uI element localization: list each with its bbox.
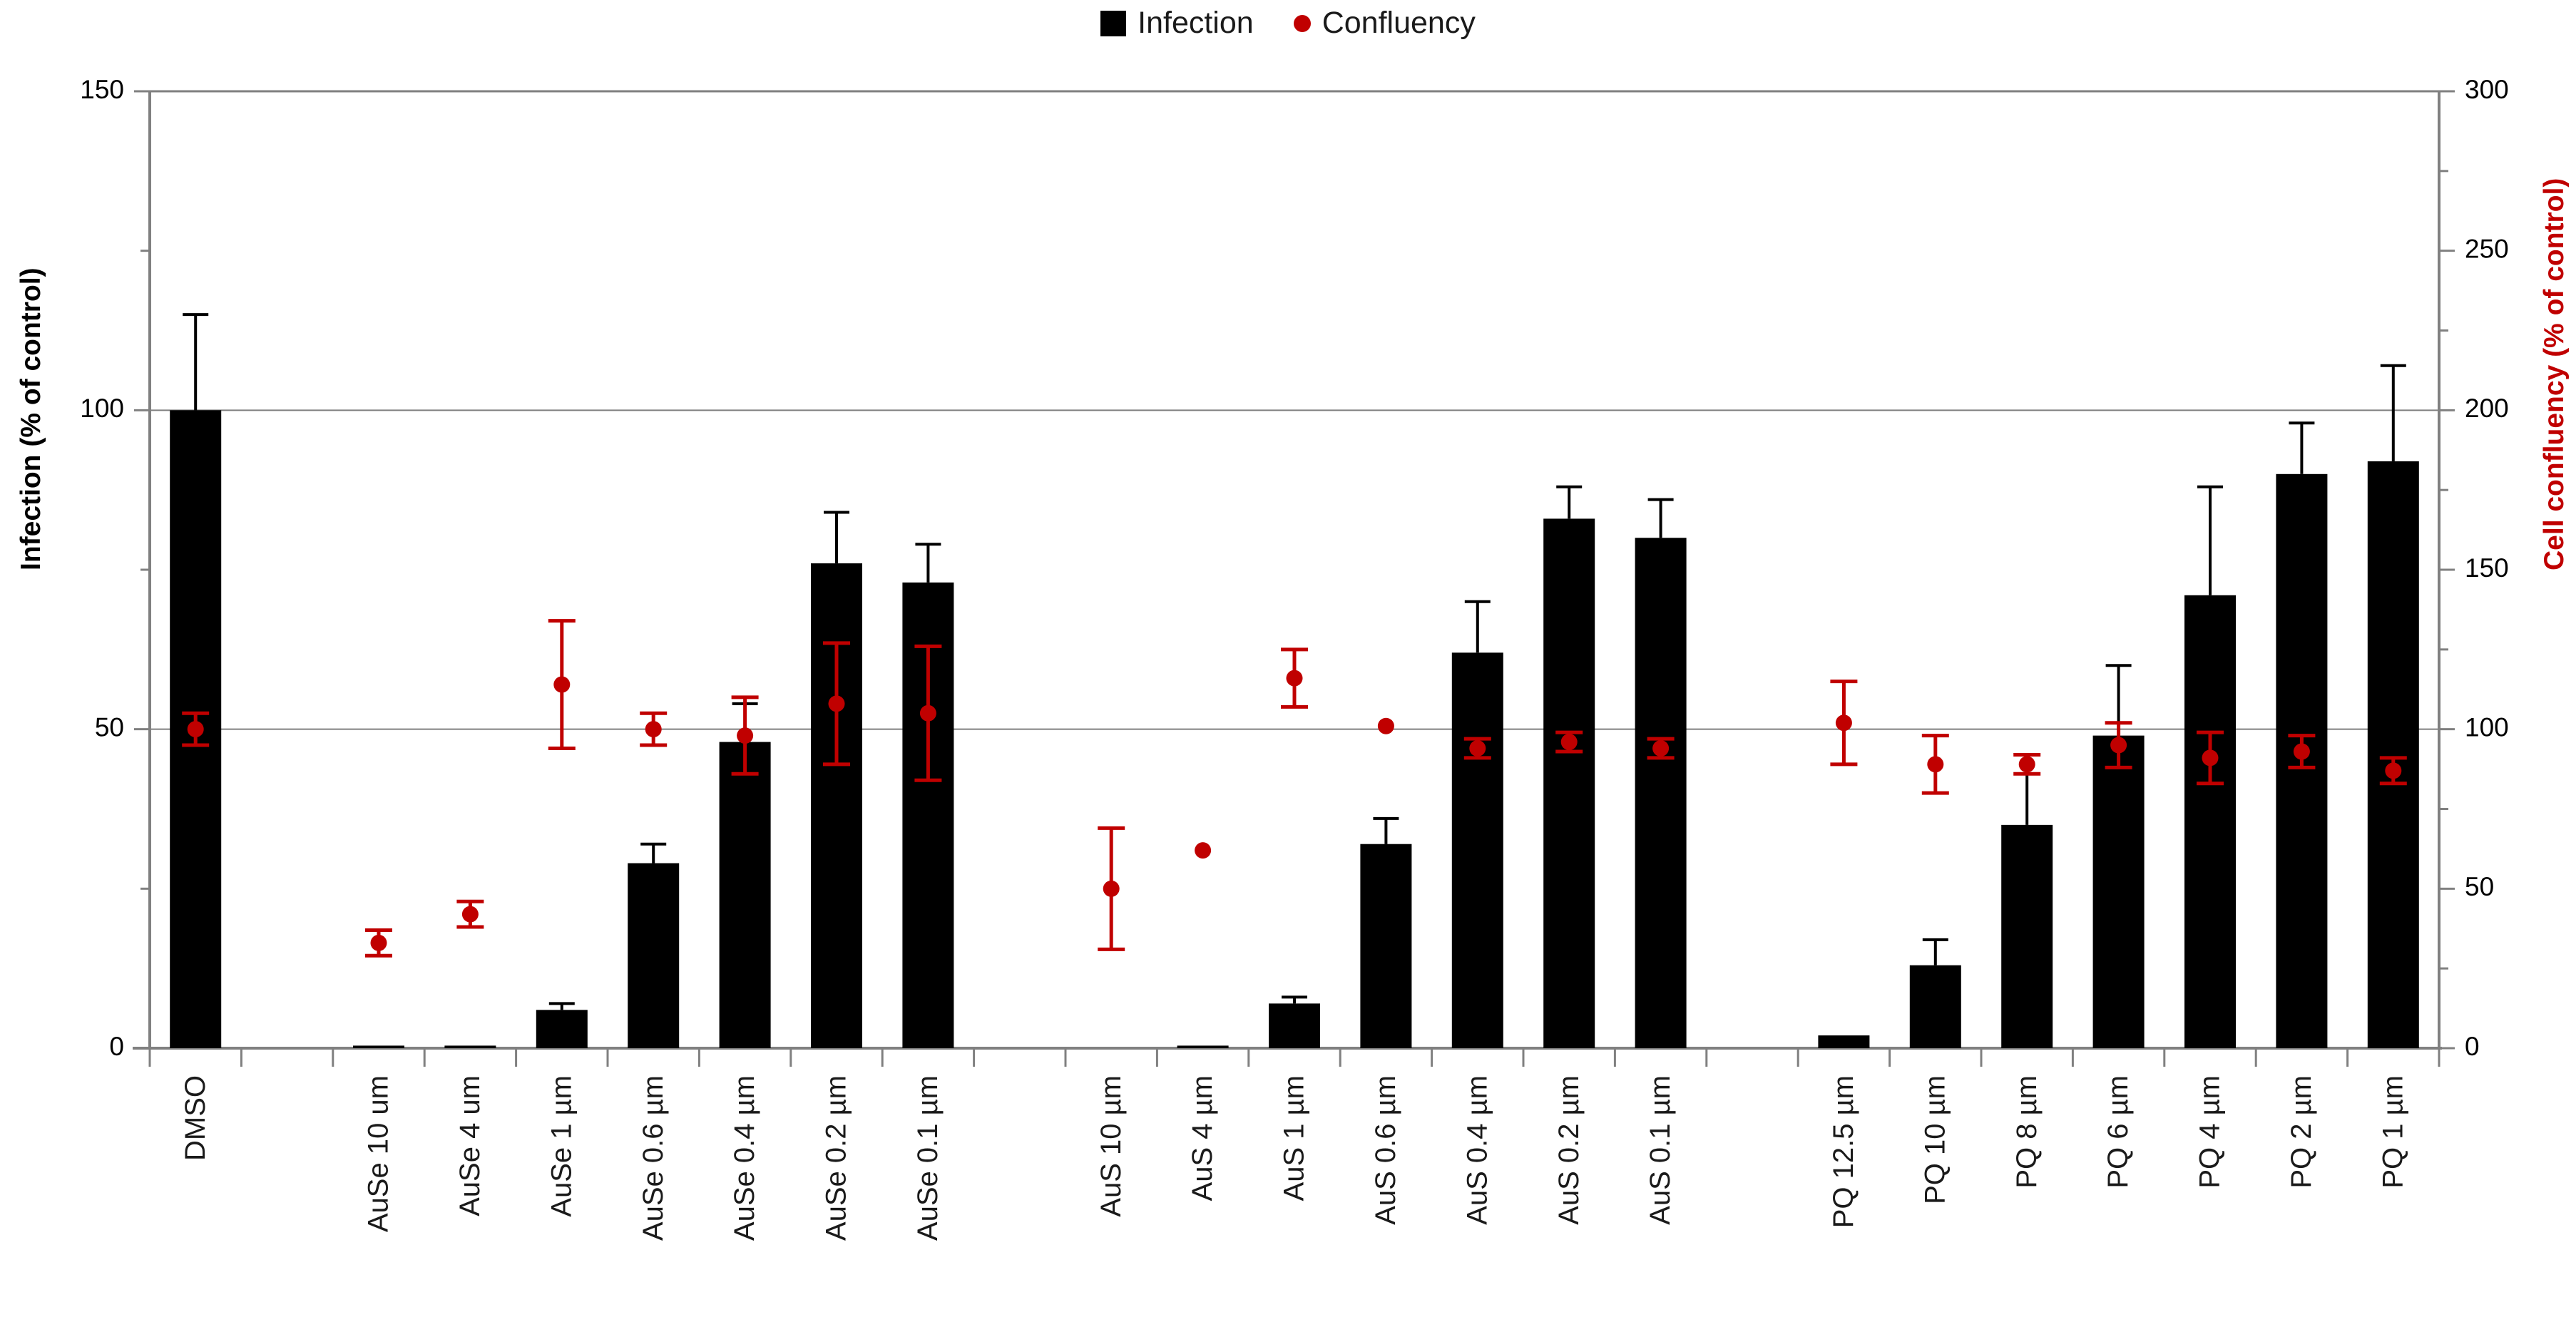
- confluency-point: [2202, 749, 2219, 767]
- category-label: PQ 10 µm: [1919, 1075, 1951, 1204]
- category-label: AuSe 0.2 µm: [821, 1075, 852, 1241]
- confluency-point: [1469, 740, 1486, 757]
- infection-bar: [1269, 1003, 1320, 1048]
- category-label: PQ 12.5 µm: [1828, 1075, 1859, 1228]
- confluency-point: [645, 721, 662, 738]
- infection-bar: [1177, 1045, 1229, 1048]
- confluency-point: [461, 906, 479, 923]
- category-label: AuSe 1 µm: [546, 1075, 577, 1217]
- right-tick-label: 100: [2465, 712, 2509, 742]
- category-label: AuS 0.6 µm: [1370, 1075, 1401, 1225]
- left-tick-label: 0: [109, 1032, 124, 1061]
- left-tick-label: 100: [80, 394, 124, 423]
- confluency-point: [2110, 737, 2127, 754]
- confluency-point: [828, 695, 845, 712]
- infection-bar: [353, 1045, 404, 1048]
- left-tick-label: 50: [95, 712, 124, 742]
- category-label: PQ 4 µm: [2194, 1075, 2226, 1189]
- category-label: PQ 2 µm: [2286, 1075, 2317, 1189]
- infection-bar: [444, 1045, 496, 1048]
- category-label: AuS 1 µm: [1279, 1075, 1310, 1201]
- confluency-point: [187, 721, 204, 738]
- confluency-point: [1927, 756, 1944, 773]
- right-tick-label: 250: [2465, 234, 2509, 263]
- category-label: AuSe 4 um: [454, 1075, 486, 1216]
- confluency-point: [2385, 762, 2402, 779]
- confluency-point: [737, 727, 754, 744]
- confluency-point: [1286, 670, 1303, 687]
- infection-bar: [719, 742, 771, 1048]
- confluency-point: [1835, 714, 1852, 732]
- left-tick-label: 150: [80, 75, 124, 104]
- infection-bar: [2001, 824, 2053, 1048]
- infection-bar: [628, 863, 680, 1048]
- confluency-point: [1560, 734, 1578, 751]
- category-label: AuS 10 µm: [1095, 1075, 1127, 1217]
- infection-bar: [536, 1010, 588, 1048]
- infection-bar: [2367, 461, 2419, 1048]
- confluency-point: [1652, 740, 1670, 757]
- infection-bar: [2092, 735, 2145, 1048]
- confluency-point: [1377, 717, 1394, 734]
- category-label: AuS 4 µm: [1187, 1075, 1218, 1201]
- infection-bar: [1818, 1035, 1870, 1048]
- confluency-point: [919, 704, 936, 722]
- category-label: PQ 1 µm: [2377, 1075, 2408, 1189]
- confluency-point: [1195, 842, 1212, 859]
- confluency-point: [2293, 743, 2310, 760]
- infection-bar: [1360, 844, 1412, 1048]
- right-tick-label: 0: [2465, 1032, 2480, 1061]
- category-label: AuSe 0.1 µm: [912, 1075, 944, 1241]
- category-label: AuS 0.1 µm: [1645, 1075, 1676, 1225]
- infection-bar: [1635, 538, 1687, 1048]
- confluency-point: [370, 934, 387, 951]
- confluency-point: [1103, 880, 1120, 897]
- infection-bar: [2184, 595, 2236, 1048]
- category-label: AuS 0.4 µm: [1461, 1075, 1493, 1225]
- category-label: AuS 0.2 µm: [1553, 1075, 1585, 1225]
- infection-bar: [1543, 518, 1595, 1048]
- category-label: DMSO: [180, 1075, 211, 1161]
- right-tick-label: 50: [2465, 872, 2494, 901]
- infection-bar: [1909, 965, 1961, 1048]
- right-tick-label: 150: [2465, 553, 2509, 583]
- confluency-point: [553, 676, 571, 693]
- category-label: AuSe 0.6 µm: [638, 1075, 669, 1241]
- right-tick-label: 300: [2465, 75, 2509, 104]
- category-label: AuSe 0.4 µm: [729, 1075, 760, 1241]
- category-label: PQ 6 µm: [2102, 1075, 2134, 1189]
- category-label: AuSe 10 um: [363, 1075, 394, 1232]
- confluency-point: [2018, 756, 2035, 773]
- infection-bar: [1451, 652, 1503, 1048]
- right-tick-label: 200: [2465, 394, 2509, 423]
- infection-bar: [811, 563, 862, 1048]
- category-label: PQ 8 µm: [2011, 1075, 2043, 1189]
